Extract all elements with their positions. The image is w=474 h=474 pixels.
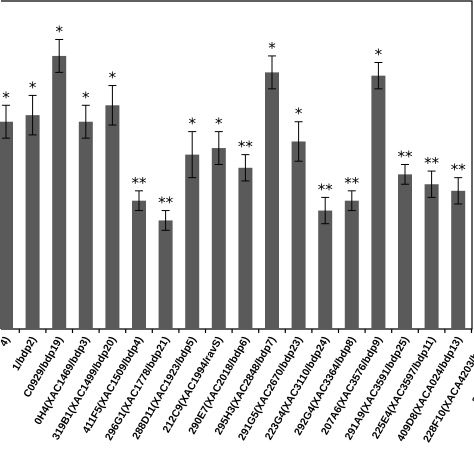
significance-label: ** <box>158 194 174 212</box>
significance-label: * <box>215 115 223 133</box>
bar <box>185 154 200 329</box>
bar <box>211 148 226 329</box>
significance-label: * <box>109 69 117 87</box>
significance-label: ** <box>344 174 360 192</box>
bar <box>371 75 386 329</box>
significance-label: ** <box>424 154 440 172</box>
bar <box>344 200 359 329</box>
bar <box>265 72 279 329</box>
significance-label: ** <box>451 161 467 179</box>
x-tick-label: 1/bdp2) <box>10 335 39 373</box>
bar <box>25 115 40 330</box>
bar <box>424 184 439 329</box>
bar <box>132 200 146 329</box>
significance-label: * <box>188 115 196 133</box>
plot-frame <box>1 0 473 330</box>
significance-label: * <box>55 22 63 40</box>
significance-label: * <box>29 78 37 96</box>
bar <box>238 167 253 329</box>
chart-axes <box>1 0 473 333</box>
significance-label: ** <box>132 174 148 192</box>
bar <box>398 174 412 329</box>
bar <box>158 220 173 329</box>
significance-label: ** <box>398 148 414 166</box>
bar <box>0 121 13 329</box>
significance-label: ** <box>318 180 334 198</box>
significance-label: * <box>2 88 10 106</box>
significance-label: * <box>82 88 90 106</box>
significance-label: * <box>375 46 383 64</box>
bar <box>105 105 120 329</box>
bars-layer: **************************** <box>0 22 467 330</box>
bar <box>291 141 306 329</box>
significance-label: * <box>268 39 276 57</box>
category-labels-layer: 4)1/bdp2)C0929/bdp19)0H4(XAC1469/bdp3)31… <box>0 334 474 444</box>
bar <box>52 55 67 330</box>
bar <box>318 210 333 329</box>
significance-label: ** <box>238 138 254 156</box>
significance-label: * <box>295 105 303 123</box>
bar <box>451 190 466 329</box>
x-tick-label: 4) <box>0 335 13 349</box>
bar <box>78 121 93 329</box>
